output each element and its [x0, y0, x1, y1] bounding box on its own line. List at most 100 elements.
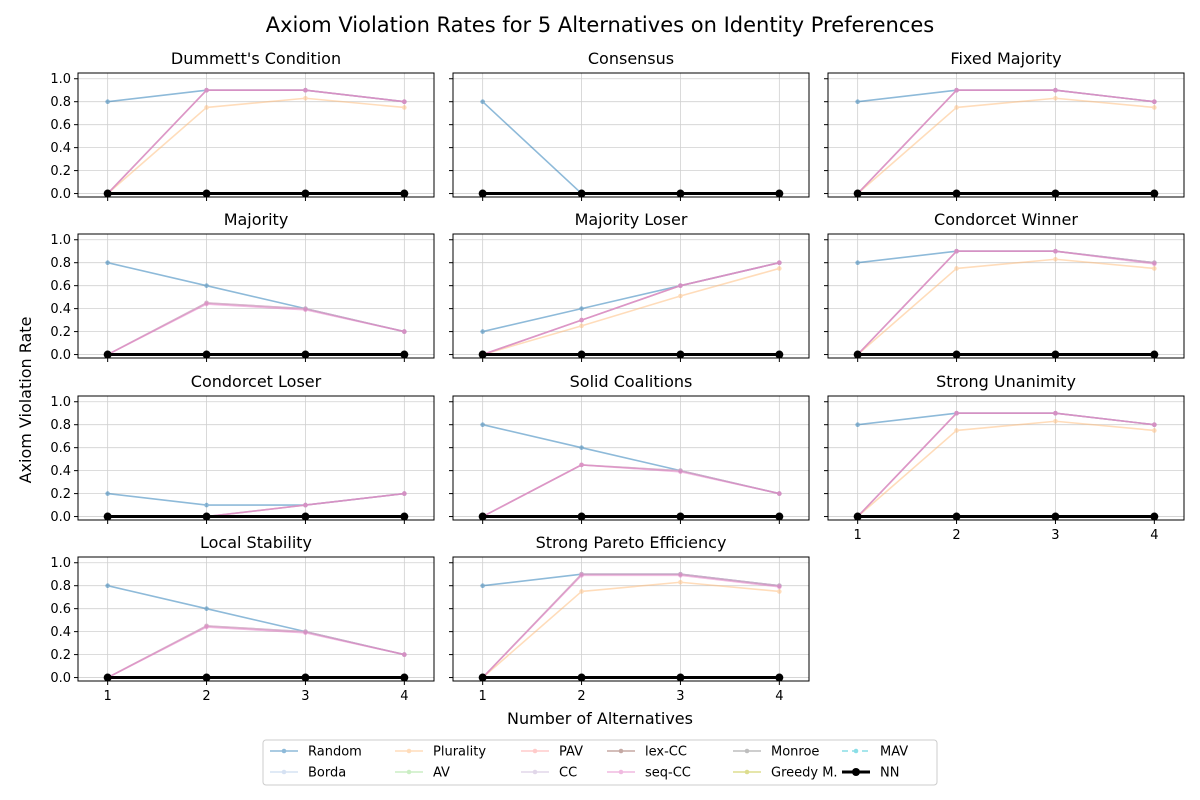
axes-frame: [827, 395, 1185, 521]
x-tick-label: 3: [1051, 528, 1059, 543]
data-point: [1051, 189, 1060, 198]
series-line: [482, 573, 780, 679]
x-tick-label: 2: [202, 689, 210, 704]
subplot-condorcet-winner: Condorcet Winner: [824, 210, 1185, 362]
data-point: [402, 105, 407, 110]
y-tick-label: 1.0: [50, 556, 71, 571]
series-nn: [103, 512, 409, 521]
series-nn: [853, 350, 1159, 359]
x-tick-label: 1: [104, 689, 112, 704]
legend-item-greedy-m: Greedy M.: [733, 766, 838, 781]
series-line: [857, 250, 1155, 356]
series-line: [482, 261, 780, 356]
data-point: [103, 673, 112, 682]
legend-marker: [406, 748, 412, 754]
data-point: [303, 95, 308, 101]
series-line: [482, 574, 780, 679]
legend-label: Monroe: [771, 745, 819, 760]
legend-box: [262, 739, 938, 786]
data-point: [1152, 99, 1157, 105]
data-point: [1051, 350, 1060, 359]
legend-item-lex-cc: lex-CC: [607, 745, 687, 760]
subplot-solid-coalitions: Solid Coalitions: [449, 372, 810, 524]
data-point: [579, 317, 584, 323]
series-line: [857, 412, 1155, 518]
data-point: [204, 606, 209, 611]
series-line: [857, 89, 1155, 195]
data-point: [478, 189, 487, 198]
data-point: [204, 301, 209, 307]
y-tick-label: 0.0: [50, 348, 71, 363]
data-point: [775, 189, 784, 198]
subplot-majority: Majority 0.0 0.2 0.4 0.6 0.8 1.0: [50, 210, 435, 363]
data-point: [400, 512, 409, 521]
series-line: [107, 625, 405, 679]
legend-swatch: [270, 748, 298, 754]
data-point: [478, 512, 487, 521]
legend-item-plurality: Plurality: [395, 745, 486, 760]
data-point: [103, 189, 112, 198]
series-nn: [478, 189, 784, 198]
data-point: [676, 350, 685, 359]
legend-swatch: [521, 769, 549, 775]
series-line: [857, 250, 1155, 356]
x-tick-label: 4: [400, 689, 408, 704]
series-line: [857, 250, 1155, 356]
data-point: [1053, 87, 1058, 93]
data-point: [676, 512, 685, 521]
data-point: [202, 673, 211, 682]
data-point: [1150, 189, 1159, 198]
data-point: [480, 583, 485, 589]
legend-label: PAV: [559, 745, 583, 760]
series-nn: [478, 673, 784, 682]
series-line: [857, 258, 1155, 356]
y-tick-label: 0.6: [50, 279, 71, 294]
data-point: [1152, 105, 1157, 110]
y-tick-label: 0.2: [50, 648, 71, 663]
series-line: [857, 89, 1155, 195]
data-point: [400, 189, 409, 198]
data-point: [480, 329, 485, 334]
data-point: [1053, 418, 1058, 424]
subplot-local-stability: Local Stability 0.0 0.2 0.4 0.6 0.8 1.0 1 2 3 4: [50, 533, 435, 704]
data-point: [954, 410, 959, 416]
series-line: [857, 412, 1155, 518]
series-line: [107, 97, 405, 195]
x-tick-label: 3: [676, 689, 684, 704]
legend-marker: [618, 769, 624, 775]
data-point: [1053, 410, 1058, 416]
data-point: [853, 189, 862, 198]
data-point: [301, 673, 310, 682]
y-tick-label: 0.6: [50, 441, 71, 456]
data-point: [1053, 248, 1058, 254]
subplot-title: Consensus: [588, 49, 674, 68]
series-line: [107, 302, 405, 356]
data-point: [105, 260, 110, 266]
legend-swatch: [521, 748, 549, 754]
subplot-title: Condorcet Loser: [191, 372, 322, 391]
data-point: [579, 445, 584, 450]
data-point: [1053, 95, 1058, 101]
subplot-condorcet-loser: Condorcet Loser 0.0 0.2 0.4 0.6 0.8 1.0: [50, 372, 435, 525]
legend-marker: [281, 748, 287, 754]
series-nn: [478, 350, 784, 359]
legend-marker: [852, 768, 860, 776]
data-point: [577, 512, 586, 521]
y-tick-label: 1.0: [50, 72, 71, 87]
legend-swatch: [607, 769, 635, 775]
data-point: [952, 512, 961, 521]
series-line: [107, 302, 405, 356]
data-point: [103, 350, 112, 359]
axes-frame: [452, 233, 810, 359]
data-point: [855, 422, 860, 428]
series-nn: [103, 673, 409, 682]
legend-marker: [618, 748, 624, 754]
data-point: [775, 512, 784, 521]
subplot-title: Fixed Majority: [950, 49, 1061, 68]
subplot-title: Majority Loser: [575, 210, 688, 229]
data-point: [577, 350, 586, 359]
data-point: [103, 512, 112, 521]
series-line: [107, 89, 405, 195]
series-line: [482, 581, 780, 679]
data-point: [402, 652, 407, 657]
